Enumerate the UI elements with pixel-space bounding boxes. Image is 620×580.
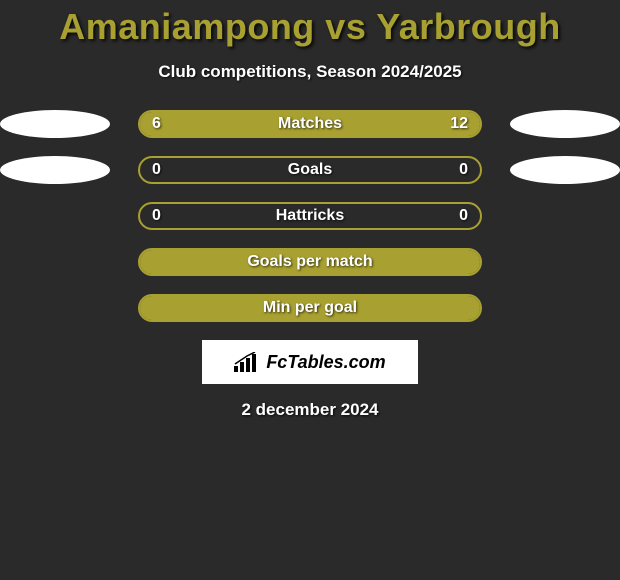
stat-row: 612Matches xyxy=(0,110,620,138)
team-badge-left xyxy=(0,156,110,184)
stat-label: Matches xyxy=(140,112,480,136)
stat-bar: 00Hattricks xyxy=(138,202,482,230)
stats-rows: 612Matches 00Goals 00Hattricks Goals per ma… xyxy=(0,110,620,322)
logo-text: FcTables.com xyxy=(266,352,385,373)
stat-row: Goals per match xyxy=(0,248,620,276)
stat-row: Min per goal xyxy=(0,294,620,322)
stat-row: 00Goals xyxy=(0,156,620,184)
page-title: Amaniampong vs Yarbrough xyxy=(0,6,620,48)
date-label: 2 december 2024 xyxy=(0,400,620,420)
bar-chart-icon xyxy=(234,352,260,372)
stat-row: 00Hattricks xyxy=(0,202,620,230)
stat-label: Goals per match xyxy=(140,250,480,274)
stat-bar: Goals per match xyxy=(138,248,482,276)
stat-label: Goals xyxy=(140,158,480,182)
site-logo[interactable]: FcTables.com xyxy=(202,340,418,384)
team-badge-left xyxy=(0,110,110,138)
team-badge-right xyxy=(510,156,620,184)
stat-label: Hattricks xyxy=(140,204,480,228)
stat-bar: Min per goal xyxy=(138,294,482,322)
stat-bar: 612Matches xyxy=(138,110,482,138)
page-subtitle: Club competitions, Season 2024/2025 xyxy=(0,62,620,82)
stat-bar: 00Goals xyxy=(138,156,482,184)
stat-label: Min per goal xyxy=(140,296,480,320)
team-badge-right xyxy=(510,110,620,138)
